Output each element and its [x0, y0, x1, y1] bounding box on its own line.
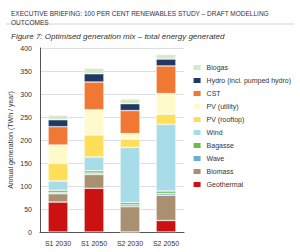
svg-text:200: 200 [20, 137, 32, 144]
svg-text:CST: CST [207, 90, 222, 97]
svg-text:Biogas: Biogas [207, 64, 229, 72]
svg-text:Annual generation (TWh / year): Annual generation (TWh / year) [7, 91, 15, 189]
svg-text:Biomass: Biomass [207, 168, 234, 175]
svg-text:150: 150 [20, 160, 32, 167]
svg-text:Wind: Wind [207, 129, 223, 136]
svg-text:PV (rooftop): PV (rooftop) [207, 116, 245, 124]
svg-text:PV (utility): PV (utility) [207, 103, 239, 111]
svg-text:S2 2050: S2 2050 [153, 240, 179, 247]
svg-text:S1 2050: S1 2050 [81, 240, 107, 247]
svg-text:50: 50 [24, 206, 32, 213]
svg-text:Wave: Wave [207, 155, 225, 162]
svg-text:S1 2030: S1 2030 [45, 240, 71, 247]
svg-text:Bagasse: Bagasse [207, 142, 234, 150]
svg-text:Hydro (incl. pumped hydro): Hydro (incl. pumped hydro) [207, 77, 291, 85]
svg-text:0: 0 [28, 229, 32, 236]
svg-text:350: 350 [20, 68, 32, 75]
svg-text:OUTCOMES: OUTCOMES [11, 19, 49, 26]
svg-text:250: 250 [20, 114, 32, 121]
svg-text:400: 400 [20, 45, 32, 52]
svg-text:EXECUTIVE BRIEFING: 100 PER CE: EXECUTIVE BRIEFING: 100 PER CENT RENEWAB… [11, 10, 269, 17]
svg-text:S2 2030: S2 2030 [117, 240, 143, 247]
svg-text:Geothermal: Geothermal [207, 181, 244, 188]
svg-text:300: 300 [20, 91, 32, 98]
svg-text:Figure 7: Optimised generation: Figure 7: Optimised generation mix – tot… [11, 32, 225, 41]
svg-text:100: 100 [20, 183, 32, 190]
